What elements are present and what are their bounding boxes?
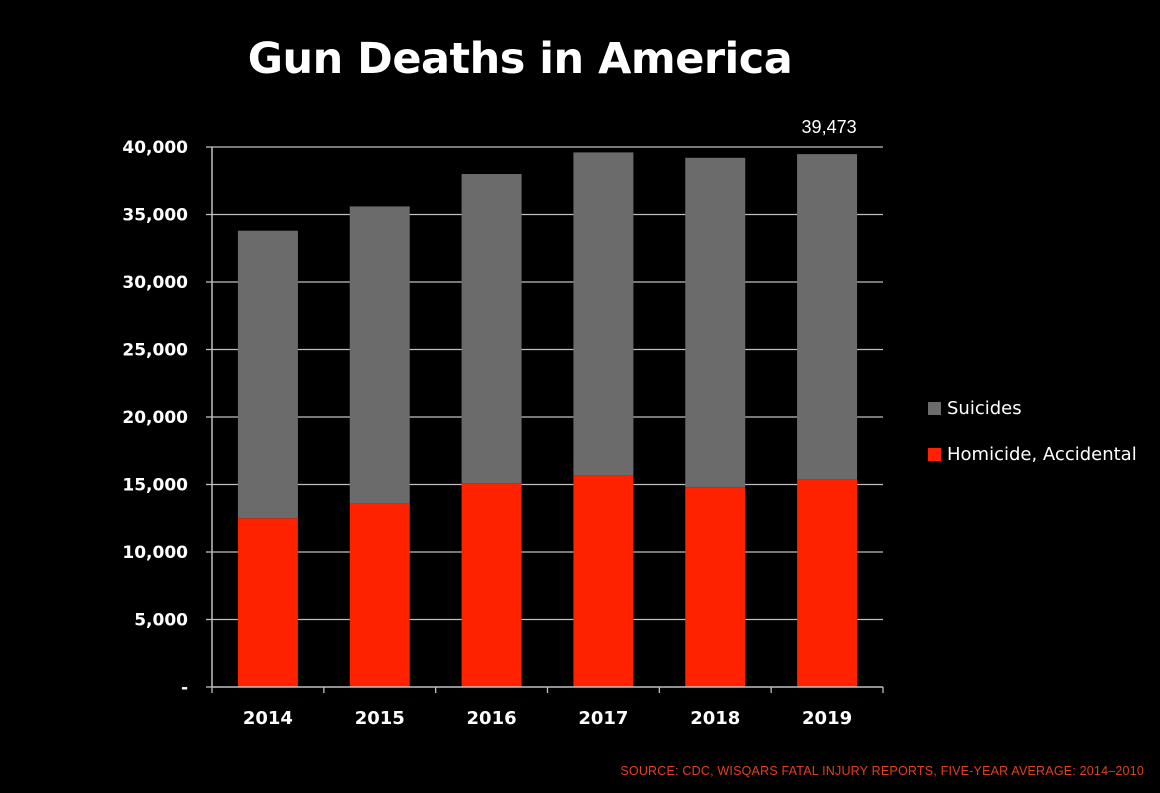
bar-suicides-2014 [237,230,298,519]
annotations: 39,473 [802,117,857,137]
x-tick-label: 2017 [578,708,628,729]
legend-swatch [928,447,941,461]
legend-label: Suicides [947,397,1022,419]
legend-swatch [928,401,941,415]
legend-item-suicides: Suicides [928,396,1137,420]
y-tick-label: 20,000 [122,408,188,428]
y-tick-label: - [181,678,188,698]
x-tick-label: 2018 [690,708,740,729]
bar-homicide-accidental-2016 [461,483,522,687]
y-tick-label: 35,000 [122,206,188,226]
x-tick-label: 2016 [467,708,517,729]
source-note: SOURCE: CDC, WISQARS FATAL INJURY REPORT… [620,764,1144,778]
bar-homicide-accidental-2017 [573,475,634,687]
y-tick-label: 10,000 [122,543,188,563]
x-tick-label: 2019 [802,708,852,729]
y-tick-label: 40,000 [122,138,188,158]
y-tick-label: 5,000 [134,611,188,631]
bar-suicides-2018 [685,157,746,488]
y-tick-label: 25,000 [122,341,188,361]
bar-homicide-accidental-2018 [685,487,746,687]
bar-homicide-accidental-2019 [797,479,858,687]
x-tick-label: 2014 [243,708,293,729]
x-tick-label: 2015 [355,708,405,729]
y-tick-label: 15,000 [122,476,188,496]
legend: Suicides Homicide, Accidental [928,396,1137,488]
legend-label: Homicide, Accidental [947,443,1137,465]
bar-suicides-2017 [573,152,634,476]
y-tick-label: 30,000 [122,273,188,293]
bars [237,152,858,687]
bar-suicides-2016 [461,174,522,484]
axes [206,146,884,693]
axis-labels: - 5,000 10,000 15,000 20,000 25,000 30,000 35,0… [122,138,852,729]
bar-suicides-2015 [349,206,410,504]
gridlines [212,146,883,621]
bar-homicide-accidental-2014 [237,518,298,687]
bar-homicide-accidental-2015 [349,503,410,687]
bar-suicides-2019 [797,154,858,480]
legend-item-homicide-accidental: Homicide, Accidental [928,442,1137,466]
chart-title: Gun Deaths in America [247,34,793,84]
data-label-total-2019: 39,473 [802,117,857,137]
